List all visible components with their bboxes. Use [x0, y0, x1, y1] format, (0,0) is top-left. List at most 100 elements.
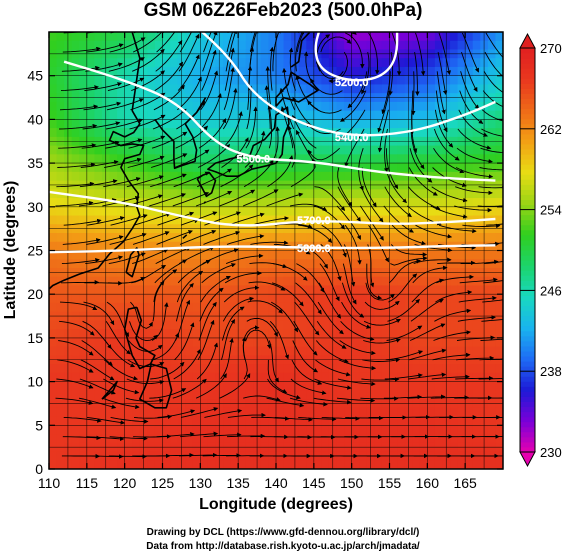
- field-cell: [427, 58, 436, 68]
- colorbar-segment: [520, 214, 535, 221]
- field-cell: [101, 425, 111, 435]
- streamline: [226, 433, 266, 439]
- field-cell: [94, 285, 103, 295]
- field-cell: [321, 425, 330, 435]
- field-cell: [253, 337, 262, 348]
- field-cell: [427, 337, 436, 348]
- field-cell: [359, 66, 368, 77]
- field-cell: [427, 364, 436, 374]
- field-cell: [321, 416, 330, 426]
- field-cell: [442, 75, 451, 86]
- streamline: [63, 218, 102, 226]
- field-cell: [366, 346, 375, 356]
- field-cell: [56, 84, 65, 94]
- field-cell: [207, 206, 217, 217]
- field-cell: [351, 250, 360, 260]
- colorbar-segment: [520, 391, 535, 397]
- field-cell: [260, 320, 270, 330]
- streamline: [367, 244, 375, 288]
- field-cell: [487, 460, 497, 469]
- streamline: [203, 432, 242, 438]
- field-cell: [162, 32, 171, 42]
- field-cell: [56, 337, 65, 348]
- field-cell: [480, 75, 489, 86]
- field-cell: [442, 154, 451, 164]
- field-cell: [457, 416, 466, 426]
- field-cell: [495, 128, 503, 138]
- field-cell: [207, 337, 217, 348]
- field-cell: [94, 154, 103, 164]
- field-cell: [283, 58, 292, 68]
- field-cell: [442, 364, 451, 374]
- field-cell: [101, 215, 111, 225]
- field-cell: [465, 460, 474, 469]
- field-cell: [351, 171, 360, 182]
- field-cell: [86, 425, 95, 435]
- field-cell: [472, 390, 481, 400]
- streamline: [83, 101, 122, 111]
- colorbar-segment: [520, 103, 535, 110]
- contour-line: [63, 60, 496, 182]
- field-cell: [351, 189, 360, 199]
- field-cell: [313, 66, 322, 77]
- field-cell: [238, 381, 247, 391]
- field-cell: [359, 58, 368, 68]
- field-cell: [359, 390, 368, 400]
- field-cell: [480, 189, 489, 199]
- field-cell: [427, 346, 436, 356]
- field-cell: [94, 372, 103, 383]
- field-cell: [313, 40, 322, 51]
- colorbar-segment: [520, 128, 535, 135]
- field-cell: [79, 215, 88, 225]
- colorbar-segment: [520, 381, 535, 387]
- field-cell: [336, 145, 345, 155]
- field-cell: [321, 372, 330, 383]
- field-cell: [412, 285, 421, 295]
- colorbar-segment: [520, 194, 535, 200]
- field-cell: [253, 66, 262, 77]
- streamline: [83, 301, 115, 326]
- field-cell: [450, 110, 459, 120]
- field-cell: [344, 233, 353, 243]
- field-cell: [230, 381, 239, 391]
- field-cell: [170, 215, 179, 225]
- field-cell: [351, 381, 360, 391]
- streamline: [409, 348, 447, 361]
- field-cell: [154, 364, 164, 374]
- field-cell: [306, 40, 315, 51]
- field-cell: [495, 346, 503, 356]
- streamline: [62, 238, 101, 245]
- colorbar-segment: [520, 401, 535, 408]
- colorbar-segment: [520, 78, 535, 84]
- field-cell: [495, 241, 503, 252]
- colorbar-segment: [520, 98, 535, 105]
- field-cell: [154, 32, 164, 42]
- field-cell: [124, 66, 133, 77]
- field-cell: [260, 233, 270, 243]
- field-cell: [480, 337, 489, 348]
- field-cell: [86, 233, 95, 243]
- field-cell: [465, 276, 474, 287]
- field-cell: [132, 93, 141, 103]
- field-cell: [313, 372, 322, 383]
- streamline: [360, 396, 399, 401]
- field-cell: [419, 84, 428, 94]
- field-cell: [200, 425, 209, 435]
- field-cell: [124, 206, 133, 217]
- field-cell: [200, 233, 209, 243]
- field-cell: [419, 58, 428, 68]
- field-cell: [434, 407, 444, 418]
- field-cell: [336, 58, 345, 68]
- streamline: [292, 114, 317, 149]
- field-cell: [94, 416, 103, 426]
- field-cell: [457, 32, 466, 42]
- streamline: [79, 179, 118, 188]
- field-cell: [276, 250, 285, 260]
- field-cell: [472, 407, 481, 418]
- field-cell: [472, 259, 481, 269]
- field-cell: [101, 233, 111, 243]
- field-cell: [328, 337, 338, 348]
- field-cell: [306, 171, 315, 182]
- field-cell: [313, 442, 322, 453]
- field-cell: [154, 233, 164, 243]
